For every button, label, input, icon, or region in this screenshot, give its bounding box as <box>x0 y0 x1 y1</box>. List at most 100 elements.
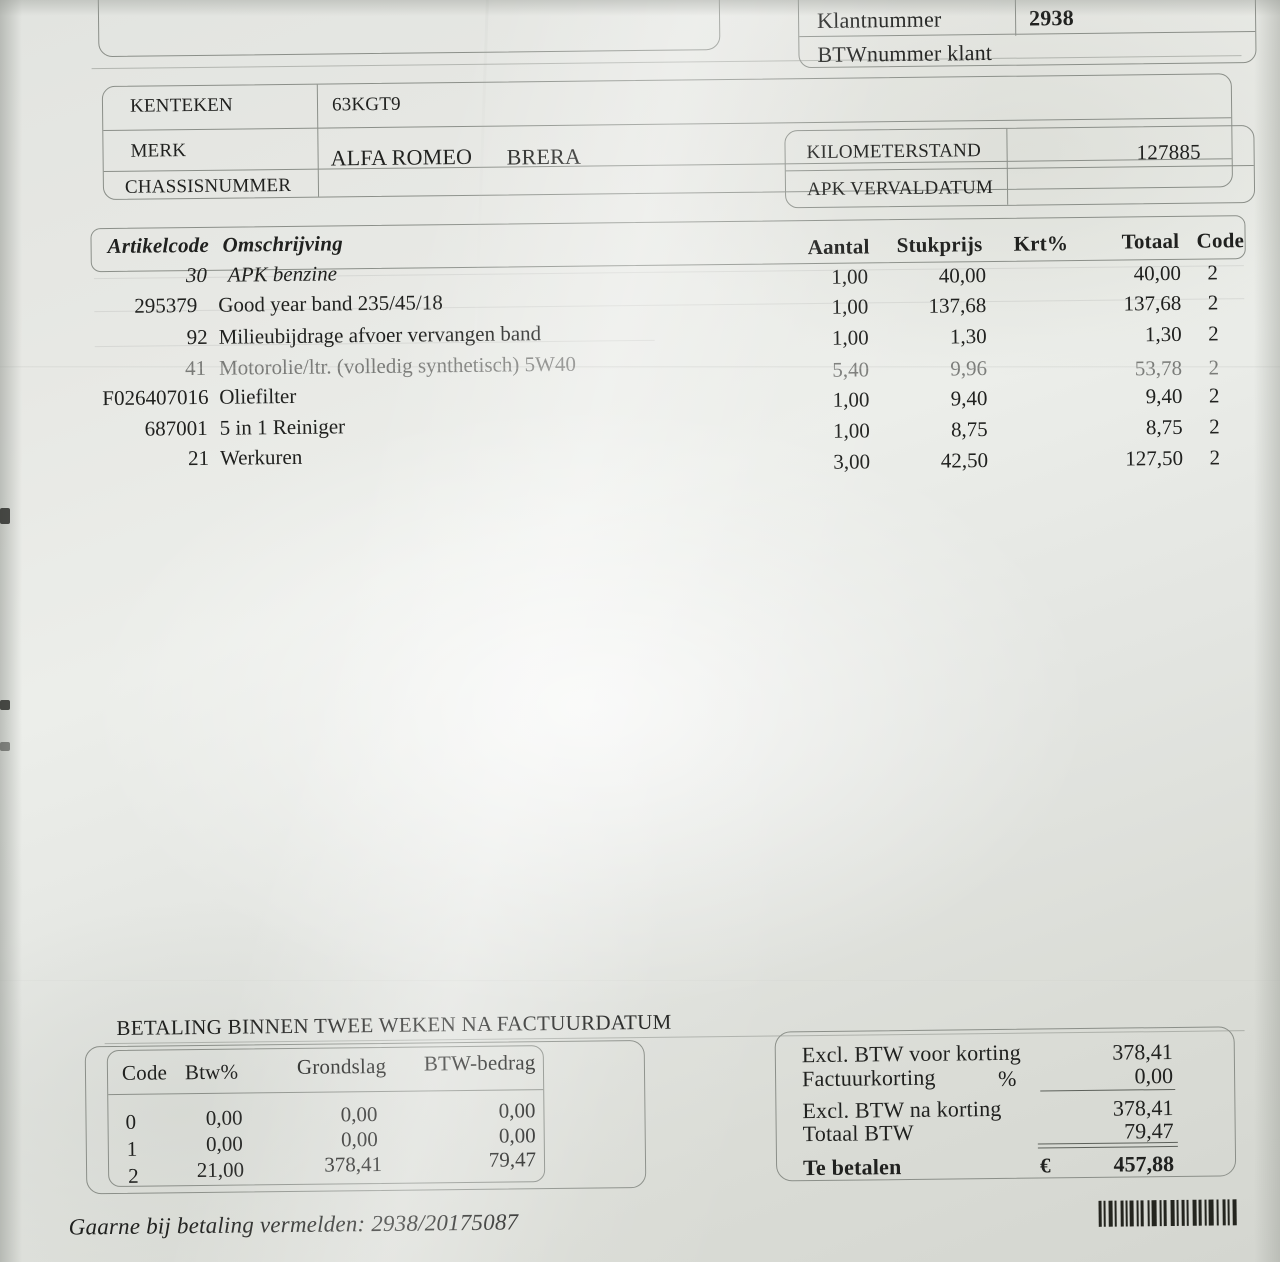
line-aantal: 1,00 <box>831 325 869 350</box>
line-aantal: 1,00 <box>832 387 870 412</box>
col-header-totaal: Totaal <box>1121 228 1180 254</box>
payment-terms-note: BETALING BINNEN TWEE WEKEN NA FACTUURDAT… <box>116 1009 672 1040</box>
chassisnummer-label: CHASSISNUMMER <box>124 174 292 198</box>
vat-row-btw-bedrag: 79,47 <box>488 1147 537 1172</box>
line-code: 2 <box>1208 355 1220 380</box>
perforation-mark <box>0 508 10 524</box>
line-artikelcode: 295379 <box>134 293 198 318</box>
line-code: 2 <box>1208 383 1220 408</box>
line-totaal: 40,00 <box>1133 260 1182 286</box>
line-omschrijving: Motorolie/ltr. (volledig synthetisch) 5W… <box>218 351 577 380</box>
merk-value: ALFA ROMEO <box>330 143 473 171</box>
perforation-mark <box>0 700 10 710</box>
right-edge-shadow <box>1254 0 1280 1262</box>
line-aantal: 1,00 <box>832 418 870 443</box>
kilometerstand-value: 127885 <box>1136 139 1201 165</box>
line-omschrijving: 5 in 1 Reiniger <box>219 414 346 440</box>
line-aantal: 1,00 <box>831 264 869 289</box>
vat-row-btw-bedrag: 0,00 <box>498 1123 536 1148</box>
model-value: BRERA <box>506 143 582 170</box>
line-omschrijving: Good year band 235/45/18 <box>218 290 443 317</box>
vat-row-btw-pct: 0,00 <box>205 1131 243 1156</box>
col-header-krt-pct: Krt% <box>1013 231 1069 256</box>
line-omschrijving: Werkuren <box>219 444 303 470</box>
line-krt-pct <box>1010 262 1088 263</box>
line-code: 2 <box>1207 290 1219 315</box>
vat-col-header-code: Code <box>121 1060 168 1085</box>
excl-btw-voor-korting-value: 378,41 <box>1112 1038 1173 1065</box>
line-totaal: 137,68 <box>1123 290 1182 316</box>
vat-row-btw-pct: 0,00 <box>205 1105 243 1130</box>
excl-btw-voor-korting-label: Excl. BTW voor korting <box>801 1039 1022 1068</box>
vat-row-code: 1 <box>126 1136 138 1161</box>
line-totaal: 1,30 <box>1144 321 1182 347</box>
line-krt-pct <box>1010 292 1088 293</box>
merk-label: MERK <box>130 140 187 162</box>
vat-row-grondslag: 0,00 <box>340 1127 378 1152</box>
line-totaal: 53,78 <box>1134 355 1183 381</box>
btwnummer-klant-label: BTWnummer klant <box>817 39 993 67</box>
line-stukprijs: 137,68 <box>928 293 987 318</box>
factuurkorting-percent-symbol: % <box>997 1065 1017 1091</box>
line-stukprijs: 9,40 <box>950 386 988 411</box>
vat-row-grondslag: 0,00 <box>340 1102 378 1127</box>
line-stukprijs: 1,30 <box>949 324 987 349</box>
line-stukprijs: 8,75 <box>950 417 988 442</box>
line-krt-pct <box>1011 355 1089 356</box>
vat-col-header-btw-pct: Btw% <box>184 1059 239 1085</box>
col-header-omschrijving: Omschrijving <box>222 231 343 257</box>
payment-reference-note: Gaarne bij betaling vermelden: 2938/2017… <box>68 1209 519 1240</box>
top-edge-shadow <box>0 0 1280 16</box>
te-betalen-label: Te betalen <box>802 1154 902 1181</box>
line-code: 2 <box>1208 321 1219 346</box>
line-stukprijs: 40,00 <box>938 263 987 288</box>
line-aantal: 3,00 <box>833 449 871 474</box>
kilometerstand-label: KILOMETERSTAND <box>806 140 982 164</box>
line-totaal: 127,50 <box>1125 445 1184 471</box>
totaal-btw-label: Totaal BTW <box>802 1119 914 1147</box>
vat-col-header-btw-bedrag: BTW-bedrag <box>423 1050 536 1076</box>
line-omschrijving: Milieubijdrage afvoer vervangen band <box>218 321 542 349</box>
barcode <box>1098 1199 1237 1227</box>
line-totaal: 8,75 <box>1145 414 1183 440</box>
vat-row-grondslag: 378,41 <box>324 1151 383 1177</box>
vat-col-header-grondslag: Grondslag <box>296 1053 387 1079</box>
line-krt-pct <box>1012 416 1090 417</box>
line-aantal: 1,00 <box>831 294 869 319</box>
te-betalen-value: 457,88 <box>1113 1150 1175 1177</box>
line-artikelcode: F026407016 <box>102 384 209 411</box>
line-krt-pct <box>1011 323 1089 324</box>
vat-row-code: 2 <box>128 1163 139 1188</box>
line-stukprijs: 9,96 <box>950 356 988 381</box>
line-omschrijving: APK benzine <box>227 261 338 287</box>
line-artikelcode: 41 <box>184 355 207 381</box>
line-artikelcode: 30 <box>185 262 208 288</box>
vat-row-code: 0 <box>125 1109 137 1134</box>
currency-symbol: € <box>1039 1153 1051 1178</box>
line-code: 2 <box>1209 445 1221 470</box>
col-header-artikelcode: Artikelcode <box>107 232 210 259</box>
factuurkorting-label: Factuurkorting <box>801 1064 936 1092</box>
line-code: 2 <box>1207 260 1219 285</box>
line-krt-pct <box>1012 447 1090 448</box>
perforation-mark <box>0 742 10 751</box>
col-header-aantal: Aantal <box>807 234 870 260</box>
totaal-btw-value: 79,47 <box>1124 1117 1174 1144</box>
kenteken-value: 63KGT9 <box>331 93 401 116</box>
line-totaal: 9,40 <box>1145 383 1183 409</box>
left-edge-shadow <box>0 0 22 1262</box>
kenteken-label: KENTEKEN <box>129 94 234 117</box>
apk-vervaldatum-label: APK VERVALDATUM <box>806 176 994 201</box>
line-code: 2 <box>1209 414 1220 439</box>
line-artikelcode: 687001 <box>144 415 208 441</box>
vat-row-btw-bedrag: 0,00 <box>498 1098 536 1123</box>
line-artikelcode: 92 <box>186 324 208 350</box>
vat-row-btw-pct: 21,00 <box>196 1157 245 1183</box>
line-aantal: 5,40 <box>832 357 870 382</box>
line-omschrijving: Oliefilter <box>219 383 297 409</box>
col-header-code: Code <box>1196 228 1245 253</box>
factuurkorting-value: 0,00 <box>1134 1062 1174 1089</box>
col-header-stukprijs: Stukprijs <box>896 232 983 258</box>
